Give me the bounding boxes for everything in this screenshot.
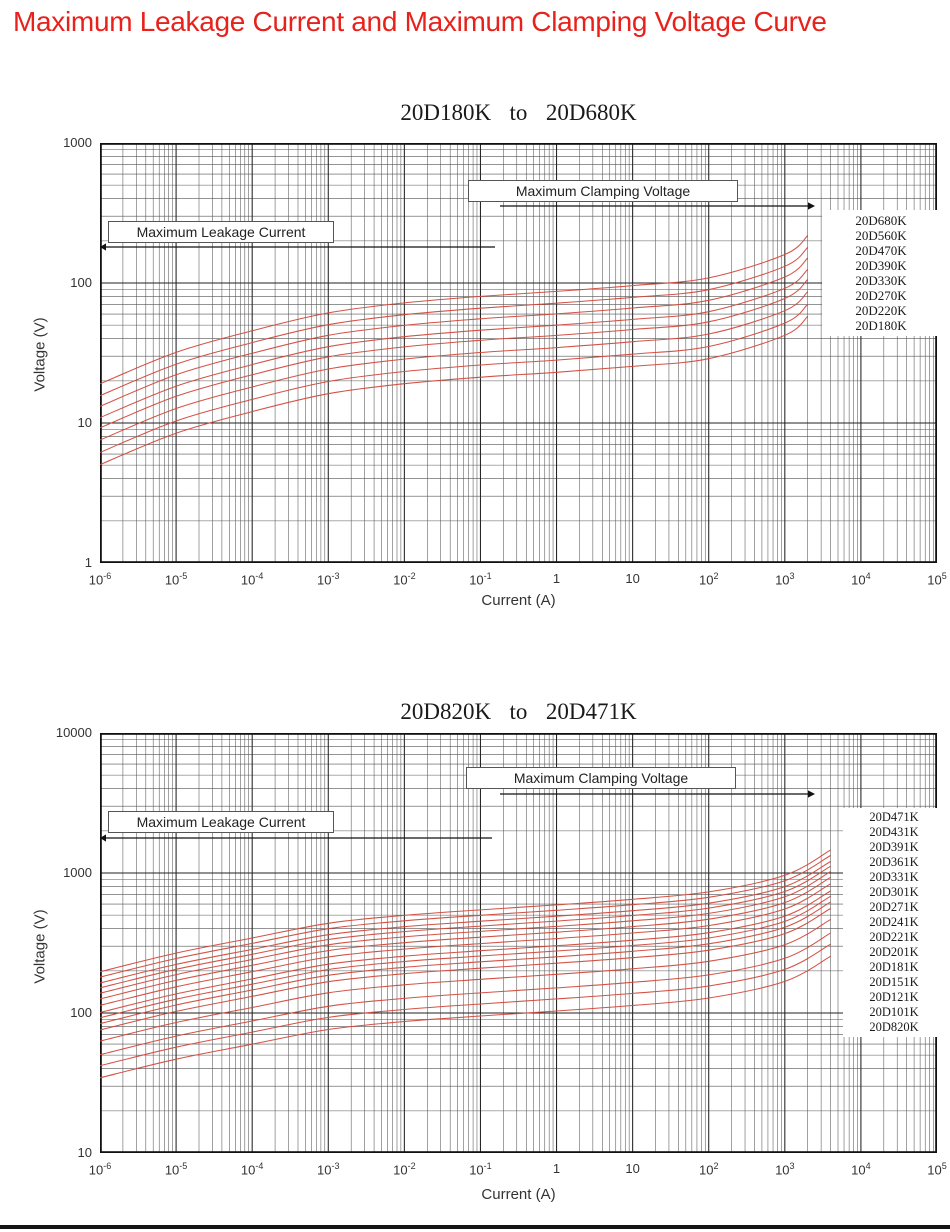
chart1-y-axis-label: Voltage (V) (31, 317, 49, 392)
x-tick-label: 1 (552, 1161, 561, 1176)
x-tick-label: 10 (625, 571, 640, 586)
curve-20D301K (100, 876, 831, 1000)
series-label: 20D121K (869, 990, 919, 1004)
x-tick-label: 10 (625, 1161, 640, 1176)
x-tick-label: 10-2 (393, 1161, 416, 1178)
curve-20D471K (100, 849, 831, 973)
y-tick-label: 10 (77, 415, 92, 430)
curve-20D470K (100, 257, 808, 407)
curve-20D391K (100, 861, 831, 984)
chart2-x-axis-label: Current (A) (481, 1186, 556, 1203)
curve-20D270K (100, 291, 808, 441)
x-tick-label: 10-4 (240, 1161, 264, 1178)
series-label: 20D101K (869, 1005, 919, 1019)
curve-20D180K (100, 316, 808, 466)
chart1-leakage-current-label: Maximum Leakage Current (108, 221, 334, 243)
x-tick-label: 104 (851, 1161, 871, 1178)
x-tick-label: 104 (851, 571, 871, 588)
curve-20D101K (100, 943, 831, 1067)
series-label: 20D241K (869, 915, 919, 929)
series-label: 20D201K (869, 945, 919, 959)
curve-20D331K (100, 871, 831, 994)
curve-20D151K (100, 919, 831, 1042)
series-label: 20D470K (855, 243, 907, 258)
curve-20D680K (100, 235, 808, 385)
chart1-x-axis-label: Current (A) (481, 592, 556, 609)
x-tick-label: 10-5 (164, 1161, 188, 1178)
curve-20D220K (100, 303, 808, 453)
series-label: 20D151K (869, 975, 919, 989)
x-tick-label: 10-6 (88, 571, 112, 588)
x-tick-label: 103 (775, 1161, 795, 1178)
chart2-series-label-box: 20D471K 20D431K 20D391K 20D361K 20D331K 20D30… (843, 808, 945, 1037)
chart2-clamping-voltage-label: Maximum Clamping Voltage (466, 767, 736, 789)
x-tick-label: 102 (698, 571, 719, 588)
y-tick-label: 100 (70, 1005, 92, 1020)
curve-20D361K (100, 865, 831, 989)
chart1-canvas (100, 143, 937, 563)
series-label: 20D180K (855, 318, 907, 333)
series-label: 20D431K (869, 825, 919, 839)
page-title: Maximum Leakage Current and Maximum Clam… (13, 6, 827, 37)
curve-20D181K (100, 908, 831, 1031)
x-tick-label: 1 (552, 571, 561, 586)
series-label: 20D391K (869, 840, 919, 854)
x-tick-label: 10-3 (317, 1161, 340, 1178)
x-tick-label: 10-1 (469, 1161, 492, 1178)
x-tick-label: 10-3 (317, 571, 340, 588)
y-tick-label: 10 (77, 1145, 92, 1160)
y-tick-label: 1000 (63, 865, 92, 880)
curve-20D560K (100, 247, 808, 397)
x-tick-label: 10-1 (469, 571, 492, 588)
series-label: 20D390K (855, 258, 907, 273)
x-tick-label: 10-2 (393, 571, 416, 588)
chart1-title: 20D180K to 20D680K (400, 100, 637, 125)
curve-20D390K (100, 269, 808, 419)
series-label: 20D301K (869, 885, 919, 899)
y-tick-label: 1000 (63, 135, 92, 150)
series-label: 20D330K (855, 273, 907, 288)
curve-20D121K (100, 932, 831, 1056)
series-label: 20D560K (855, 228, 907, 243)
x-tick-label: 103 (775, 571, 795, 588)
curve-20D221K (100, 895, 831, 1019)
x-tick-label: 10-6 (88, 1161, 112, 1178)
series-label: 20D820K (869, 1020, 919, 1034)
curve-20D241K (100, 890, 831, 1014)
x-tick-label: 105 (927, 571, 947, 588)
x-tick-label: 105 (927, 1161, 947, 1178)
series-label: 20D331K (869, 870, 919, 884)
chart2-y-axis-label: Voltage (V) (31, 909, 49, 984)
x-tick-label: 10-4 (240, 571, 264, 588)
curve-20D431K (100, 855, 831, 978)
series-label: 20D361K (869, 855, 919, 869)
series-label: 20D680K (855, 213, 907, 228)
series-label: 20D471K (869, 810, 919, 824)
footer-rule (0, 1225, 950, 1229)
chart1-series-label-box: 20D680K 20D560K 20D470K 20D390K 20D330K 20D27… (822, 210, 940, 336)
chart2-title: 20D820K to 20D471K (400, 699, 637, 724)
curve-20D330K (100, 279, 808, 429)
y-tick-label: 10000 (55, 725, 92, 740)
series-label: 20D270K (855, 288, 907, 303)
curve-20D201K (100, 901, 831, 1025)
x-tick-label: 10-5 (164, 571, 188, 588)
series-label: 20D271K (869, 900, 919, 914)
chart2-leakage-current-label: Maximum Leakage Current (108, 811, 334, 833)
series-label: 20D221K (869, 930, 919, 944)
y-tick-label: 100 (70, 275, 92, 290)
chart1-clamping-voltage-label: Maximum Clamping Voltage (468, 180, 738, 202)
y-tick-label: 1 (84, 555, 92, 570)
curve-20D271K (100, 883, 831, 1006)
series-label: 20D181K (869, 960, 919, 974)
curve-20D820K (100, 955, 831, 1079)
x-tick-label: 102 (698, 1161, 719, 1178)
series-label: 20D220K (855, 303, 907, 318)
chart2-canvas (100, 733, 937, 1153)
